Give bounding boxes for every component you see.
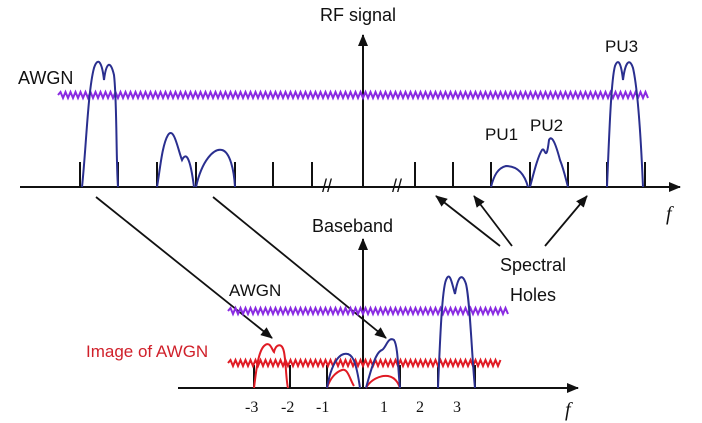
baseband-tick-labels: -3 -2 -1 1 2 3 bbox=[245, 399, 461, 416]
rf-signal-mid-1 bbox=[156, 132, 195, 188]
image-signal-left bbox=[253, 343, 289, 389]
awgn-band-top bbox=[57, 89, 649, 101]
image-signals bbox=[253, 343, 401, 389]
awgn-bottom-label: AWGN bbox=[229, 281, 281, 300]
image-awgn-band bbox=[227, 357, 502, 369]
tick-label: -3 bbox=[245, 399, 258, 416]
baseband-label: Baseband bbox=[312, 216, 393, 236]
awgn-top-label: AWGN bbox=[18, 68, 73, 88]
spectral-label: Spectral bbox=[500, 255, 566, 275]
pu1-signal bbox=[490, 164, 529, 188]
image-signal-center-left bbox=[326, 368, 355, 389]
rf-signals bbox=[81, 60, 644, 188]
rf-signal-label: RF signal bbox=[320, 5, 396, 25]
axis-break-left: // bbox=[322, 176, 332, 196]
frequency-symbol-top: f bbox=[666, 203, 674, 225]
spectral-hole-arrow-3 bbox=[544, 195, 588, 247]
image-signal-center-right bbox=[365, 374, 401, 389]
pu1-label: PU1 bbox=[485, 125, 518, 144]
baseband-signal-center-right bbox=[365, 338, 401, 389]
pu3-label: PU3 bbox=[605, 37, 638, 56]
spectral-hole-arrow-1 bbox=[435, 195, 501, 247]
tick-label: 1 bbox=[380, 399, 388, 416]
pu3-signal bbox=[606, 61, 644, 188]
pu2-signal bbox=[529, 137, 569, 188]
tick-label: 2 bbox=[416, 399, 424, 416]
frequency-symbol-bottom: f bbox=[565, 399, 573, 421]
image-of-awgn-label: Image of AWGN bbox=[86, 342, 208, 361]
axis-break-right: // bbox=[392, 176, 402, 196]
rf-signal-mid-2 bbox=[195, 148, 236, 188]
baseband-signal-center-left bbox=[326, 352, 361, 389]
tick-label: 3 bbox=[453, 399, 461, 416]
spectral-hole-arrow-2 bbox=[473, 195, 513, 247]
rf-axis-ticks bbox=[79, 162, 646, 187]
mapping-arrow-1 bbox=[95, 196, 273, 339]
awgn-band-bottom bbox=[227, 305, 509, 317]
tick-label: -1 bbox=[316, 399, 329, 416]
pu2-label: PU2 bbox=[530, 116, 563, 135]
baseband-signals bbox=[326, 275, 476, 389]
baseband-signal-right bbox=[437, 275, 476, 389]
tick-label: -2 bbox=[281, 399, 294, 416]
holes-label: Holes bbox=[510, 285, 556, 305]
rf-signal-left bbox=[81, 60, 119, 188]
